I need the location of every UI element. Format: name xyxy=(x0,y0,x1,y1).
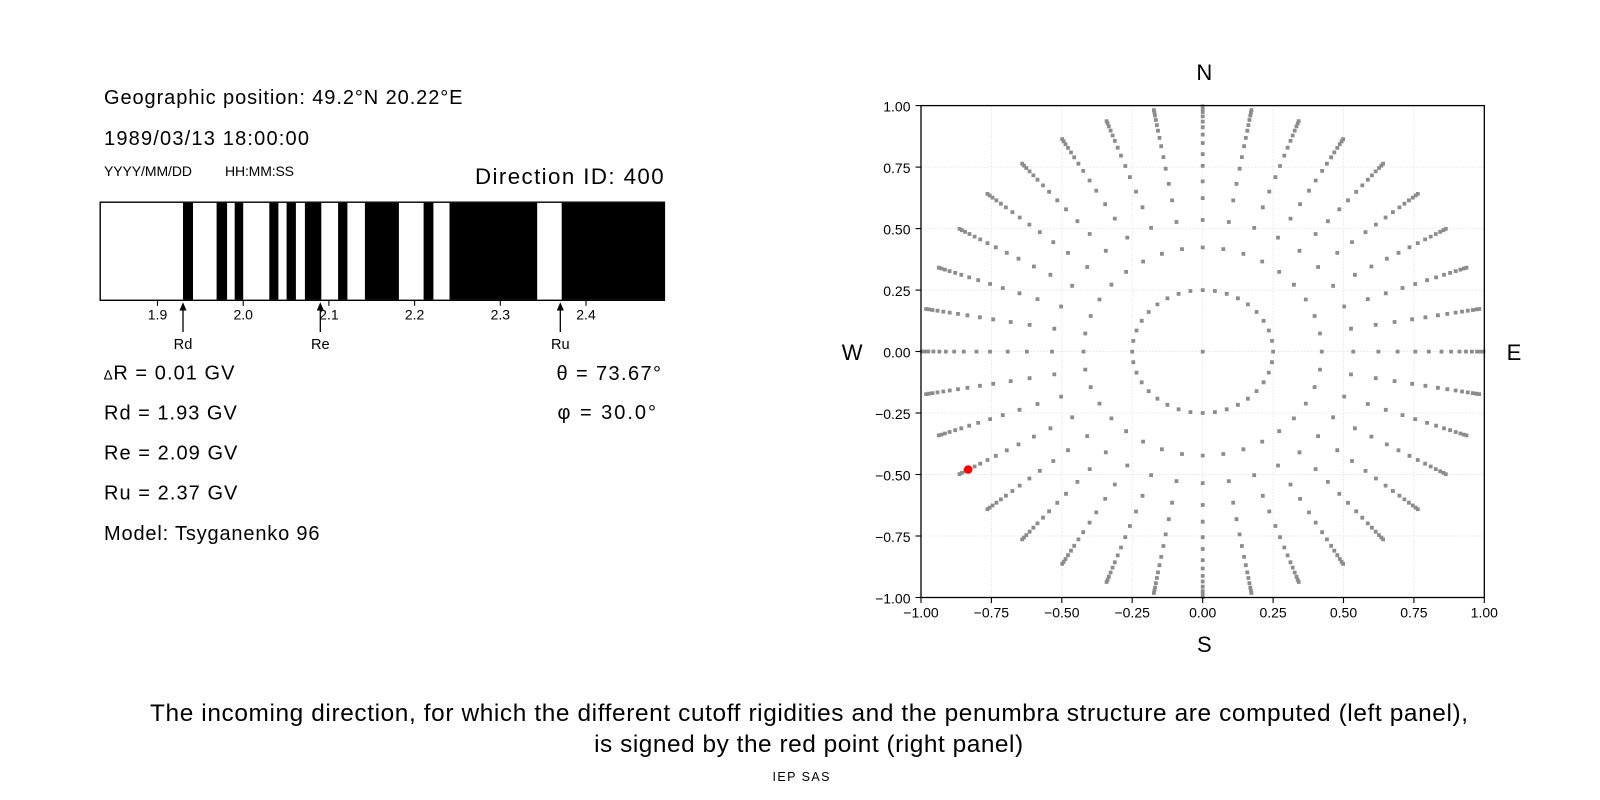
svg-text:0.50: 0.50 xyxy=(1330,605,1357,621)
svg-text:Direction ID: 400: Direction ID: 400 xyxy=(475,164,664,189)
svg-text:1.00: 1.00 xyxy=(883,98,910,114)
svg-text:−0.25: −0.25 xyxy=(875,406,911,422)
svg-text:Model: Tsyganenko 96: Model: Tsyganenko 96 xyxy=(104,523,320,545)
svg-text:−0.75: −0.75 xyxy=(974,605,1010,621)
svg-text:The incoming direction, for wh: The incoming direction, for which the di… xyxy=(150,700,1468,727)
svg-text:−1.00: −1.00 xyxy=(875,590,911,606)
svg-text:1.9: 1.9 xyxy=(148,307,168,323)
svg-text:2.2: 2.2 xyxy=(405,307,425,323)
svg-text:θ = 73.67°: θ = 73.67° xyxy=(557,363,662,385)
svg-text:Rd = 1.93 GV: Rd = 1.93 GV xyxy=(104,403,237,425)
svg-text:φ = 30.0°: φ = 30.0° xyxy=(558,402,657,424)
svg-text:0.00: 0.00 xyxy=(1189,605,1216,621)
svg-text:W: W xyxy=(842,340,863,365)
svg-text:HH:MM:SS: HH:MM:SS xyxy=(225,163,294,179)
svg-text:Ru = 2.37 GV: Ru = 2.37 GV xyxy=(104,483,238,505)
svg-text:Rd: Rd xyxy=(174,337,193,353)
svg-text:Re = 2.09 GV: Re = 2.09 GV xyxy=(104,443,238,465)
svg-text:0.75: 0.75 xyxy=(883,160,910,176)
svg-text:2.3: 2.3 xyxy=(491,307,511,323)
svg-text:1989/03/13 18:00:00: 1989/03/13 18:00:00 xyxy=(104,128,309,150)
svg-text:Re: Re xyxy=(311,337,330,353)
svg-text:2.1: 2.1 xyxy=(319,307,339,323)
svg-text:−0.25: −0.25 xyxy=(1114,605,1150,621)
svg-text:−0.50: −0.50 xyxy=(1044,605,1080,621)
svg-text:0.75: 0.75 xyxy=(1400,605,1427,621)
svg-text:0.50: 0.50 xyxy=(883,221,910,237)
svg-text:−0.75: −0.75 xyxy=(875,529,911,545)
svg-text:YYYY/MM/DD: YYYY/MM/DD xyxy=(104,163,192,179)
svg-text:2.0: 2.0 xyxy=(233,307,253,323)
svg-text:S: S xyxy=(1197,632,1212,657)
svg-text:N: N xyxy=(1196,60,1212,85)
svg-text:0.25: 0.25 xyxy=(883,283,910,299)
svg-text:E: E xyxy=(1507,340,1522,365)
svg-text:2.4: 2.4 xyxy=(576,307,596,323)
svg-text:Ru: Ru xyxy=(551,337,570,353)
svg-text:IEP SAS: IEP SAS xyxy=(773,770,830,784)
svg-text:Geographic position: 49.2°N 20: Geographic position: 49.2°N 20.22°E xyxy=(104,87,463,109)
svg-text:−0.50: −0.50 xyxy=(875,467,911,483)
svg-text:∆R = 0.01 GV: ∆R = 0.01 GV xyxy=(104,362,235,384)
svg-text:1.00: 1.00 xyxy=(1471,605,1498,621)
svg-text:0.00: 0.00 xyxy=(883,344,910,360)
svg-text:is signed by the red point (ri: is signed by the red point (right panel) xyxy=(594,731,1023,758)
svg-text:−1.00: −1.00 xyxy=(903,605,939,621)
svg-text:0.25: 0.25 xyxy=(1259,605,1286,621)
